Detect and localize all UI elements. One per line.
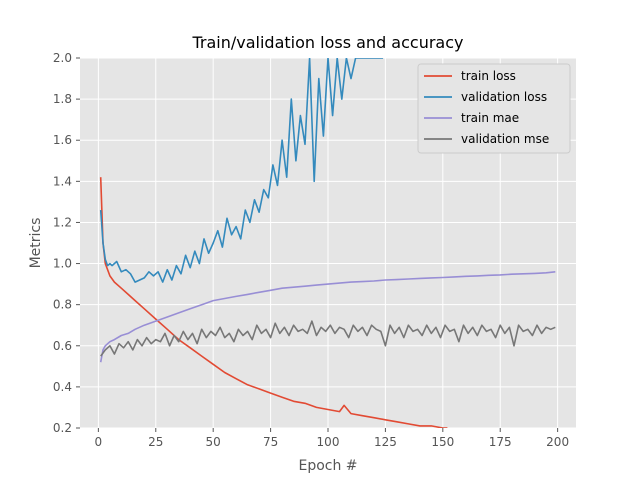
x-axis-label: Epoch # <box>298 458 357 474</box>
legend-label-train-mae: train mae <box>461 111 519 125</box>
y-tick-label: 2.0 <box>53 51 72 65</box>
x-tick-label: 175 <box>489 435 512 449</box>
x-tick-label: 50 <box>206 435 221 449</box>
y-tick-label: 1.8 <box>53 92 72 106</box>
series-line-train-loss <box>99 177 448 428</box>
x-tick-label: 0 <box>95 435 103 449</box>
y-axis-ticks: 0.2 0.4 0.6 0.8 1.0 1.2 1.4 1.6 1.8 2.0 <box>53 51 80 435</box>
y-axis-label: Metrics <box>28 218 44 269</box>
chart-title: Train/validation loss and accuracy <box>191 33 463 52</box>
series-line-train-mae <box>99 271 556 363</box>
y-tick-label: 1.2 <box>53 215 72 229</box>
legend-label-validation-mse: validation mse <box>461 132 549 146</box>
y-tick-label: 0.4 <box>53 380 72 394</box>
series-group <box>99 58 556 428</box>
y-tick-label: 0.8 <box>53 298 72 312</box>
series-line-validation-mse <box>100 320 556 357</box>
x-tick-label: 75 <box>263 435 278 449</box>
y-tick-label: 1.6 <box>53 133 72 147</box>
y-tick-label: 0.2 <box>53 421 72 435</box>
legend-box <box>417 63 571 154</box>
x-tick-label: 25 <box>148 435 163 449</box>
x-tick-label: 100 <box>317 435 340 449</box>
x-axis-ticks: 0 25 50 75 100 125 150 175 200 <box>95 428 569 449</box>
y-tick-label: 0.6 <box>53 339 72 353</box>
x-tick-label: 125 <box>374 435 397 449</box>
y-tick-label: 1.0 <box>53 257 72 271</box>
legend-label-train-loss: train loss <box>461 69 516 83</box>
y-tick-label: 1.4 <box>53 174 72 188</box>
x-tick-label: 200 <box>546 435 569 449</box>
series-line-validation-loss <box>99 58 384 283</box>
legend-label-validation-loss: validation loss <box>461 90 547 104</box>
x-tick-label: 150 <box>431 435 454 449</box>
legend: train loss validation loss train mae valida… <box>417 63 571 154</box>
